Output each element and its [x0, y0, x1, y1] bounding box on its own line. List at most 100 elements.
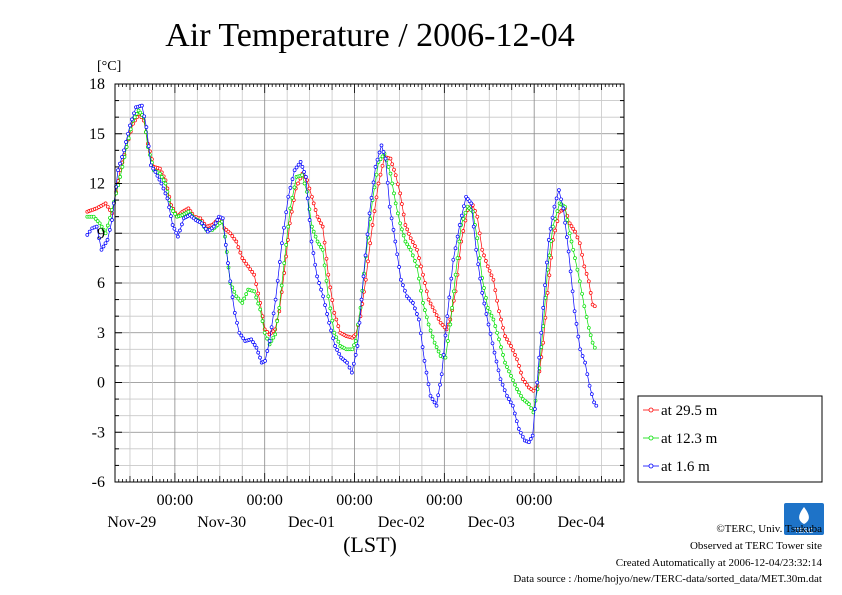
data-point	[239, 333, 244, 338]
data-point	[256, 350, 261, 355]
data-point	[371, 180, 376, 185]
data-point	[211, 224, 216, 229]
data-point	[280, 241, 284, 246]
data-point	[436, 349, 441, 354]
data-point	[203, 226, 208, 231]
data-point	[448, 317, 453, 322]
data-point	[290, 196, 295, 200]
data-point	[455, 234, 460, 239]
data-point	[149, 163, 153, 168]
data-point	[336, 324, 341, 328]
data-point	[392, 191, 396, 196]
data-point	[509, 374, 513, 378]
data-point	[493, 288, 498, 293]
data-point	[517, 364, 521, 368]
data-point	[366, 259, 370, 264]
data-point	[330, 318, 335, 323]
data-point	[537, 355, 542, 360]
data-point	[588, 291, 593, 295]
data-point	[328, 306, 333, 311]
data-point	[419, 288, 423, 293]
data-point	[570, 289, 575, 294]
water-drop-icon	[799, 507, 809, 524]
data-point	[478, 276, 483, 281]
data-point	[369, 196, 374, 200]
data-point	[161, 186, 166, 191]
data-point	[407, 245, 411, 249]
x-tick-time-label: 00:00	[426, 492, 462, 509]
data-point	[228, 231, 233, 236]
data-point	[411, 301, 415, 305]
data-point	[103, 231, 108, 236]
data-point	[541, 306, 546, 310]
data-point	[499, 345, 503, 349]
data-point	[461, 217, 466, 221]
legend-entry: at 12.3 m	[661, 431, 718, 447]
data-point	[514, 419, 519, 424]
data-point	[319, 221, 323, 226]
data-point	[512, 411, 517, 416]
data-point	[273, 332, 278, 337]
data-point	[493, 324, 498, 328]
data-point	[428, 328, 433, 333]
data-point	[252, 343, 257, 347]
data-point	[393, 201, 398, 206]
data-point	[403, 288, 407, 293]
data-point	[153, 170, 158, 174]
data-point	[103, 241, 108, 246]
data-point	[502, 388, 507, 393]
data-point	[400, 227, 404, 232]
y-tick-label: -3	[92, 424, 105, 441]
data-point	[430, 397, 435, 401]
legend-entry: at 1.6 m	[661, 459, 710, 475]
data-point	[367, 211, 372, 216]
data-point	[563, 220, 567, 225]
data-point	[592, 304, 597, 309]
x-tick-time-label: 00:00	[246, 492, 282, 509]
series-group	[85, 103, 599, 445]
data-point	[263, 359, 267, 363]
data-point	[477, 231, 482, 236]
x-tick-time-label: 00:00	[336, 492, 372, 509]
data-point	[317, 242, 322, 247]
data-point	[520, 434, 525, 439]
data-point	[383, 156, 388, 161]
data-point	[284, 210, 289, 215]
data-point	[519, 393, 523, 398]
y-tick-label: 3	[97, 325, 105, 342]
data-point	[234, 294, 239, 299]
data-point	[494, 359, 499, 364]
data-point	[568, 269, 573, 274]
data-point	[226, 261, 230, 265]
data-point	[509, 344, 513, 348]
data-point	[453, 246, 458, 251]
data-point	[302, 181, 307, 186]
data-point	[550, 215, 555, 220]
data-point	[497, 337, 501, 342]
data-point	[480, 291, 485, 295]
data-point	[393, 173, 398, 178]
data-point	[234, 239, 239, 244]
data-point	[417, 276, 421, 281]
data-point	[508, 400, 513, 405]
data-point	[484, 259, 488, 263]
data-point	[516, 427, 521, 431]
data-point	[546, 238, 551, 242]
data-point	[254, 282, 259, 286]
data-point	[258, 307, 263, 312]
data-point	[158, 171, 162, 176]
data-point	[535, 380, 540, 385]
data-point	[370, 223, 375, 227]
data-point	[174, 230, 178, 235]
data-point	[553, 228, 557, 233]
data-point	[235, 320, 239, 325]
data-point	[271, 335, 276, 340]
data-point	[317, 218, 322, 222]
data-point	[93, 217, 98, 221]
data-point	[319, 287, 323, 292]
data-point	[300, 173, 304, 178]
data-point	[286, 194, 291, 199]
data-point	[548, 226, 553, 231]
data-point	[395, 252, 400, 257]
data-point	[163, 181, 168, 186]
